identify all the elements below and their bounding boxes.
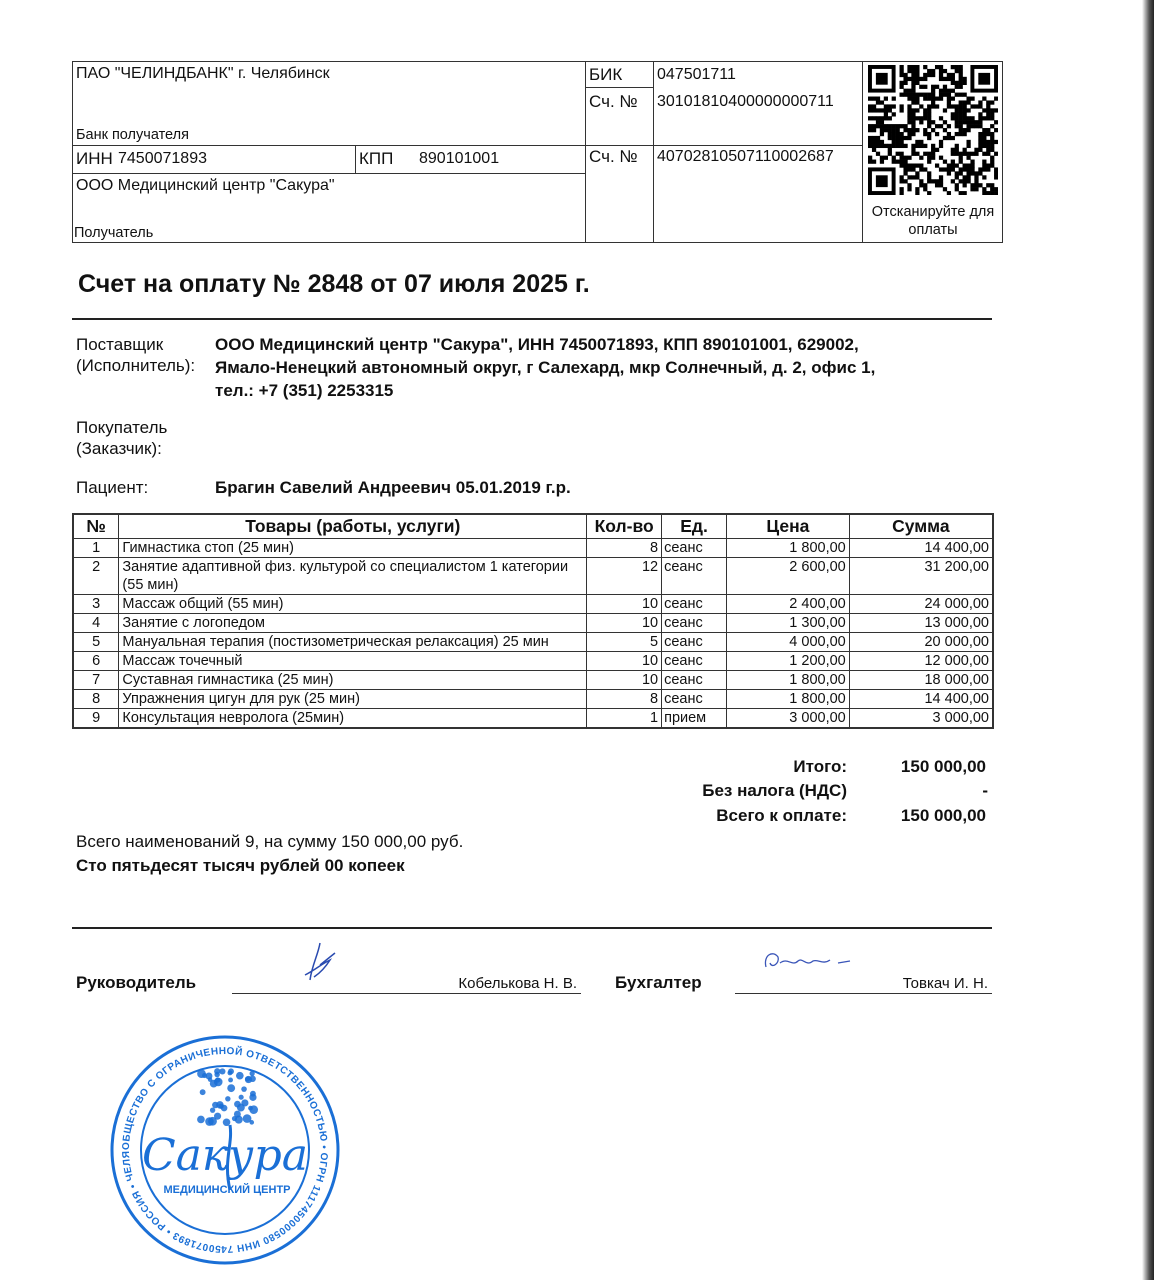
table-row: 6 Массаж точечный 10 сеанс 1 200,00 12 000,00 — [72, 650, 994, 671]
accountant-name: Товкач И. Н. — [902, 975, 988, 992]
svg-text:МЕДИЦИНСКИЙ ЦЕНТР: МЕДИЦИНСКИЙ ЦЕНТР — [163, 1183, 290, 1196]
account-value: 40702810507110002687 — [657, 148, 834, 165]
due-value: 150 000,00 — [900, 806, 986, 825]
items-count-summary: Всего наименований 9, на сумму 150 000,0… — [76, 832, 464, 851]
head-signature — [304, 942, 336, 981]
vat-value: - — [982, 781, 988, 800]
corr-account-label: Сч. № — [589, 92, 638, 111]
head-label: Руководитель — [76, 973, 197, 992]
inn-value: 7450071893 — [118, 150, 207, 167]
inn-label: ИНН — [76, 149, 113, 168]
items-table: № Товары (работы, услуги) Кол-во Ед. Цена Сум… — [72, 513, 994, 729]
bank-details-block: ПАО "ЧЕЛИНДБАНК" г. Челябинск Банк получ… — [72, 61, 1003, 243]
invoice-title: Счет на оплату № 2848 от 07 июля 2025 г. — [78, 270, 590, 298]
divider — [72, 318, 992, 320]
head-name: Кобелькова Н. В. — [458, 975, 577, 992]
viewer-edge — [1142, 0, 1154, 1280]
bank-name: ПАО "ЧЕЛИНДБАНК" г. Челябинск — [76, 65, 330, 82]
head-signature-line — [232, 993, 581, 994]
kpp-label: КПП — [359, 149, 394, 168]
divider — [72, 927, 992, 929]
recipient-label: Получатель — [74, 225, 154, 241]
supplier-value: ООО Медицинский центр "Сакура", ИНН 7450… — [215, 335, 876, 400]
bank-label: Банк получателя — [76, 127, 189, 143]
recipient-name: ООО Медицинский центр "Сакура" — [76, 177, 335, 194]
table-row: 7 Суставная гимнастика (25 мин) 10 сеанс 1 8… — [72, 669, 994, 690]
svg-text:Сакура: Сакура — [142, 1130, 308, 1181]
table-row: 1 Гимнастика стоп (25 мин) 8 сеанс 1 800,00 1… — [72, 537, 994, 558]
patient-label: Пациент: — [76, 478, 149, 497]
total-value: 150 000,00 — [900, 757, 986, 776]
qr-caption: Отсканируйте для оплаты — [871, 204, 995, 238]
buyer-label: Покупатель (Заказчик): — [76, 418, 168, 458]
vat-label: Без налога (НДС) — [702, 781, 847, 800]
table-header: № Товары (работы, услуги) Кол-во Ед. Цена Сум… — [72, 513, 994, 539]
accountant-label: Бухгалтер — [615, 973, 702, 992]
patient-value: Брагин Савелий Андреевич 05.01.2019 г.р. — [215, 478, 571, 497]
table-row: 3 Массаж общий (55 мин) 10 сеанс 2 400,00 24 … — [72, 593, 994, 614]
accountant-signature-line — [735, 993, 992, 994]
supplier-label: Поставщик (Исполнитель): — [76, 335, 196, 375]
company-stamp: ОБЩЕСТВО С ОГРАНИЧЕННОЙ ОТВЕТСТВЕННОСТЬЮ… — [105, 1030, 340, 1265]
corr-account-value: 30101810400000000711 — [657, 93, 834, 110]
table-row: 5 Мануальная терапия (постизометрическая … — [72, 631, 994, 652]
total-label: Итого: — [793, 757, 847, 776]
table-row: 8 Упражнения цигун для рук (25 мин) 8 сеанс… — [72, 688, 994, 709]
bik-label: БИК — [589, 65, 623, 84]
due-label: Всего к оплате: — [716, 806, 847, 825]
table-row: 9 Консультация невролога (25мин) 1 прием 3 0… — [72, 707, 994, 728]
account-label: Сч. № — [589, 147, 638, 166]
table-row: 2 Занятие адаптивной физ. культурой со сп… — [72, 556, 994, 595]
table-row: 4 Занятие с логопедом 10 сеанс 1 300,00 13 00… — [72, 612, 994, 633]
bik-value: 047501711 — [657, 66, 736, 83]
kpp-value: 890101001 — [419, 150, 500, 167]
qr-code — [868, 65, 998, 195]
accountant-signature — [764, 953, 851, 968]
amount-in-words: Сто пятьдесят тысяч рублей 00 копеек — [76, 856, 405, 875]
